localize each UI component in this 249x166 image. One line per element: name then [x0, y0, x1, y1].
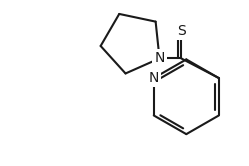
Text: N: N [154, 51, 165, 65]
Text: N: N [149, 71, 159, 85]
Text: S: S [177, 24, 186, 38]
